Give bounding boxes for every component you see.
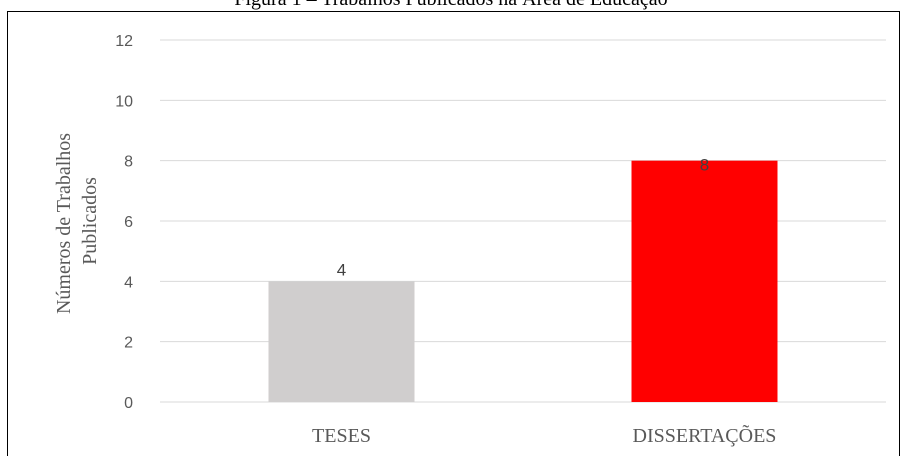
y-axis-label-line-2: Publicados (79, 177, 101, 265)
y-tick-label: 12 (115, 33, 133, 50)
chart-frame (7, 11, 900, 456)
data-labels: 48 (337, 156, 709, 280)
figure-caption: Figura 1 – Trabalhos Publicados na Área … (0, 0, 902, 11)
y-tick-label: 0 (124, 395, 133, 412)
y-tick-label: 2 (124, 335, 133, 352)
y-axis-label-line-1: Números de Trabalhos (53, 133, 75, 314)
bar-teses (268, 281, 415, 402)
data-label: 4 (337, 260, 346, 279)
x-axis-categories: TESES DISSERTAÇÕES (312, 423, 776, 447)
y-tick-label: 10 (115, 93, 133, 110)
bar-dissertacoes (631, 160, 778, 402)
y-axis-label: Números de Trabalhos Publicados (53, 128, 101, 314)
x-category-label: DISSERTAÇÕES (633, 423, 777, 447)
x-category-label: TESES (312, 425, 371, 447)
y-tick-label: 8 (124, 154, 133, 171)
y-tick-label: 6 (124, 214, 133, 231)
data-label: 8 (700, 156, 709, 175)
bars (268, 160, 778, 402)
y-axis-ticks: 0 2 4 6 8 10 12 (115, 33, 133, 412)
y-tick-label: 4 (124, 274, 133, 291)
